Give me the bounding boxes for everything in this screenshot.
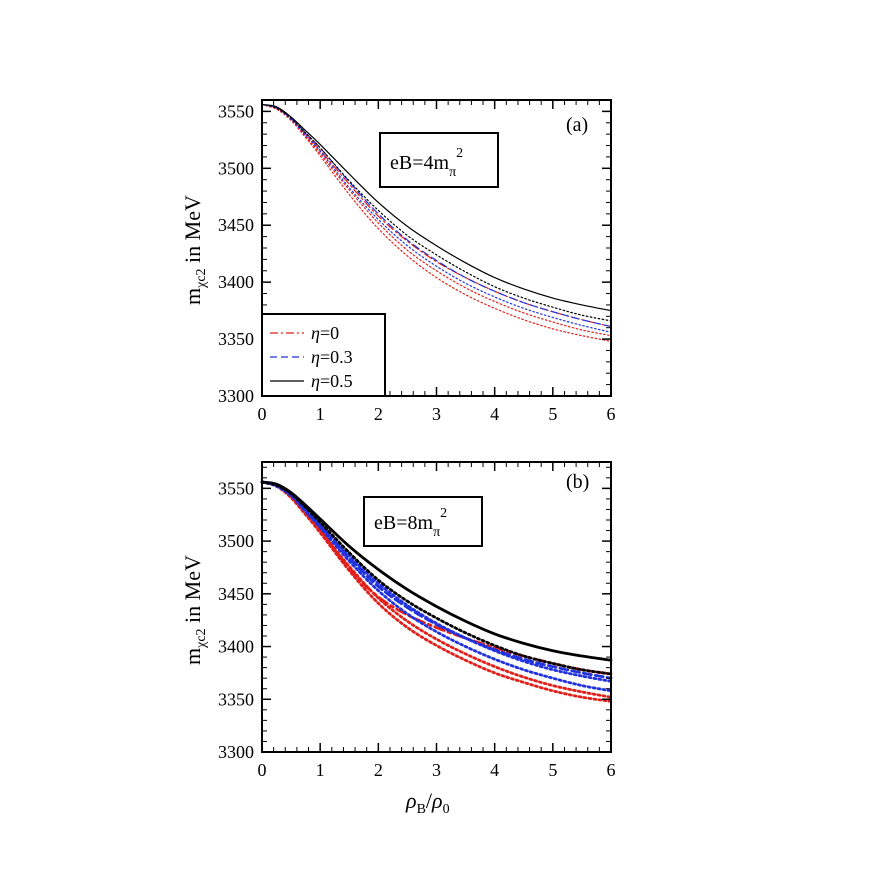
panel-a-series-line-2 <box>261 103 612 312</box>
panel-a-frame <box>261 99 612 397</box>
panel-a-legend: η=0η=0.3η=0.5 <box>261 313 386 397</box>
panel-b-x-tick-label: 5 <box>548 760 557 780</box>
panel-b-x-tick-label: 4 <box>490 760 499 780</box>
panel-b-xlabel-main: ρ <box>405 788 417 813</box>
panel-a: 0 1 2 3 4 5 6 3300 3350 3400 3450 3500 3550 (a) eB=4… <box>180 99 616 424</box>
panel-a-x-tick-label: 5 <box>548 404 557 424</box>
panel-a-legend-label-2: η=0.5 <box>311 371 353 391</box>
panel-a-label: (a) <box>566 114 588 136</box>
panel-b-x-tick-label: 2 <box>374 760 383 780</box>
panel-b-xlabel-slash: / <box>426 788 433 813</box>
panel-b-x-tick-label: 3 <box>432 760 441 780</box>
panel-b-xlabel-sub2: 0 <box>443 802 450 817</box>
panel-a-x-tick-label: 0 <box>258 404 267 424</box>
panel-b-annotation-sup: 2 <box>440 506 447 521</box>
panel-a-legend-label-1: η=0.3 <box>311 347 353 367</box>
panel-a-annotation-box <box>379 132 499 188</box>
panel-b-tick-labels: 0 1 2 3 4 5 6 3300 3350 3400 3450 3500 3550 <box>218 478 616 780</box>
panel-b-x-tick-label: 6 <box>607 760 616 780</box>
panel-b-y-tick-label: 3400 <box>218 637 254 657</box>
panel-a-legend-label-0: η=0 <box>311 323 339 343</box>
panel-b-annotation-sub: π <box>433 525 440 540</box>
panel-b-xlabel-main2: ρ <box>431 788 443 813</box>
panel-b-series-line-6 <box>260 480 613 683</box>
panel-b-frame <box>261 461 612 753</box>
panel-a-y-tick-label: 3300 <box>218 386 254 406</box>
panel-b-x-axis-title: ρB/ρ0 <box>405 788 450 817</box>
panel-a-series-line-1 <box>261 103 612 328</box>
panel-b-annotation: eB=8mπ2 <box>363 496 483 547</box>
panel-a-y-tick-label: 3350 <box>218 329 254 349</box>
panel-b-label: (b) <box>566 471 589 493</box>
panel-a-tick-labels: 0 1 2 3 4 5 6 3300 3350 3400 3450 3500 3550 <box>218 101 616 424</box>
panel-a-annotation-sub: π <box>449 165 456 180</box>
panel-a-ylabel-main: m <box>180 288 205 305</box>
panel-b-series-line-7 <box>260 480 613 676</box>
panel-a-x-tick-label: 4 <box>490 404 499 424</box>
panel-a-y-tick-label: 3500 <box>218 158 254 178</box>
panel-a-legend-symbol-0: η <box>311 323 320 343</box>
panel-b-y-tick-label: 3450 <box>218 584 254 604</box>
panel-a-series-line-5 <box>261 103 612 333</box>
panel-a-x-tick-label: 2 <box>374 404 383 424</box>
panel-a-x-tick-label: 3 <box>432 404 441 424</box>
panel-a-legend-symbol-2: η <box>311 371 320 391</box>
panel-b-ylabel-sub: χc2 <box>194 628 209 648</box>
panel-b-xlabel-sub: B <box>417 802 426 817</box>
panel-a-y-tick-label: 3400 <box>218 272 254 292</box>
panel-b-y-axis-title: mχc2 in MeV <box>180 555 209 665</box>
panel-a-series-line-3 <box>261 103 612 342</box>
panel-a-annotation-sup: 2 <box>456 146 463 161</box>
panel-a-legend-box <box>261 313 386 397</box>
panel-a-y-tick-label: 3450 <box>218 215 254 235</box>
panel-b-y-tick-label: 3500 <box>218 531 254 551</box>
panel-a-ylabel-rest: in MeV <box>180 195 205 268</box>
panel-b-annotation-main: eB=8m <box>374 512 433 534</box>
panel-a-annotation: eB=4mπ2 <box>379 132 499 188</box>
panel-b-x-tick-label: 0 <box>258 760 267 780</box>
panel-b-y-tick-label: 3350 <box>218 689 254 709</box>
panel-b-x-tick-label: 1 <box>316 760 325 780</box>
panel-b-annotation-box <box>363 496 483 547</box>
panel-a-ylabel-sub: χc2 <box>194 268 209 288</box>
panel-a-legend-entries: η=0η=0.3η=0.5 <box>270 323 353 391</box>
panel-a-x-tick-label: 1 <box>316 404 325 424</box>
panel-b: 0 1 2 3 4 5 6 3300 3350 3400 3450 3500 3550 (b) eB=8… <box>180 461 616 817</box>
panel-a-legend-value-2: =0.5 <box>320 371 353 391</box>
panel-a-legend-symbol-1: η <box>311 347 320 367</box>
panel-a-y-axis-title: mχc2 in MeV <box>180 195 209 305</box>
panel-a-x-tick-label: 6 <box>607 404 616 424</box>
panel-b-annotation-text: eB=8mπ2 <box>374 506 447 540</box>
panel-a-curves <box>261 103 612 342</box>
panel-a-annotation-main: eB=4m <box>390 152 449 174</box>
panel-a-legend-value-1: =0.3 <box>320 347 353 367</box>
panel-a-series-line-6 <box>261 103 612 322</box>
panel-b-ylabel-rest: in MeV <box>180 555 205 628</box>
panel-b-y-tick-label: 3300 <box>218 742 254 762</box>
panel-a-annotation-text: eB=4mπ2 <box>390 146 463 180</box>
panel-b-ylabel-main: m <box>180 648 205 665</box>
panel-a-legend-value-0: =0 <box>320 323 339 343</box>
panel-b-y-tick-label: 3550 <box>218 478 254 498</box>
panel-a-y-tick-label: 3550 <box>218 101 254 121</box>
panel-b-curves <box>260 480 613 703</box>
